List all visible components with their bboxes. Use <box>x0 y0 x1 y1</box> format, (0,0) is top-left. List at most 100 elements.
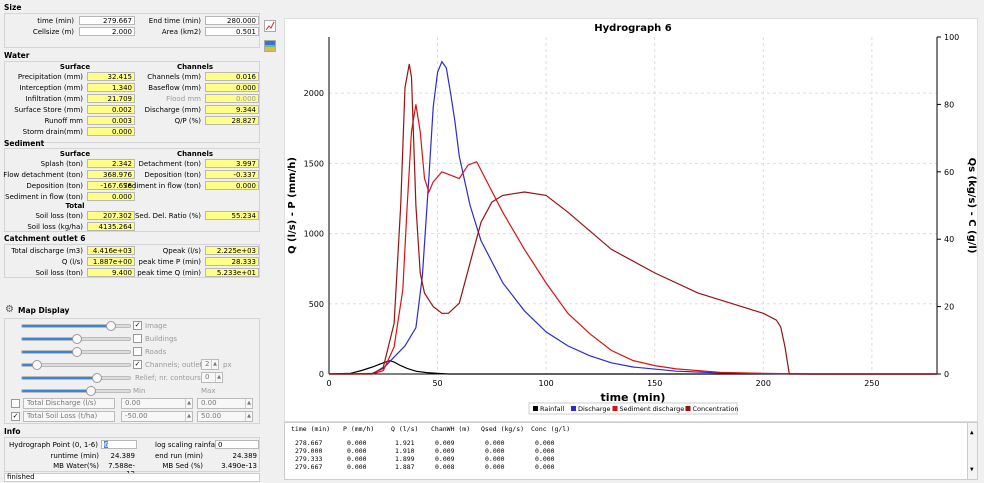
relief-spinbox[interactable]: 0 ▲ <box>201 372 223 383</box>
total-soil-loss-checkbox[interactable]: ✓ <box>11 412 20 421</box>
sediment-header: Sediment <box>4 139 45 148</box>
infiltration-label: Infiltration (mm) <box>25 95 83 103</box>
q-ls-label: Q (l/s) <box>61 258 83 266</box>
roads-slider[interactable] <box>21 347 131 357</box>
roads-checkbox[interactable] <box>133 347 142 356</box>
soil-loss-ton-value: 207.302 <box>87 211 135 220</box>
row2-max-input[interactable]: 50.00 ▲ <box>197 411 253 422</box>
plot-icon[interactable] <box>264 20 276 32</box>
x-tick-label: 150 <box>647 379 662 388</box>
runtime-value: 24.389 <box>110 452 136 460</box>
image-slider[interactable] <box>21 321 131 331</box>
channels-checkbox[interactable]: ✓ <box>133 360 142 369</box>
end-time-label: End time (min) <box>148 17 201 25</box>
channels-slider[interactable] <box>21 360 131 370</box>
buildings-slider[interactable] <box>21 334 131 344</box>
channels-spinbox[interactable]: 2 ▲ <box>201 359 219 370</box>
row1-min-input[interactable]: 0.00 ▲ <box>121 398 193 409</box>
soil-loss-ton-label: Soil loss (ton) <box>35 212 83 220</box>
table-header-cell: time (min) <box>291 425 331 433</box>
water-group: Surface Channels Precipitation (mm) 32.4… <box>4 61 260 143</box>
discharge-mm-label: Discharge (mm) <box>144 106 201 114</box>
max-label: Max <box>201 387 216 395</box>
discharge-mm-value: 9.344 <box>205 105 259 114</box>
y2-tick-label: 0 <box>944 370 949 379</box>
outlet-group: Total discharge (m3) 4.416e+03 Qpeak (l/… <box>4 244 260 278</box>
sediment-group: Surface Channels Splash (ton) 2.342 Deta… <box>3 148 260 232</box>
table-cell: 0.009 <box>435 447 455 455</box>
table-cell: 0.000 <box>485 439 505 447</box>
relief-label: Relief; nr. contours: <box>135 374 204 382</box>
table-header-cell: P (mm/h) <box>343 425 375 433</box>
x-tick-label: 0 <box>326 379 331 388</box>
buildings-checkbox[interactable] <box>133 334 142 343</box>
legend-entry: Discharge <box>578 405 611 413</box>
table-cell: 1.921 <box>395 439 415 447</box>
total-discharge-checkbox[interactable] <box>11 399 20 408</box>
map-icon[interactable] <box>264 40 276 52</box>
y-tick-label: 2000 <box>304 89 324 98</box>
sdr-value: 55.234 <box>205 211 259 220</box>
image-label: Image <box>145 322 167 330</box>
total-discharge-select[interactable]: Total Discharge (l/s) <box>23 398 115 409</box>
hydrograph-point-input[interactable]: 6 <box>101 440 137 449</box>
deposition-label: Deposition (ton) <box>26 182 83 190</box>
mb-water-label: MB Water(%) <box>53 462 99 470</box>
channels-mm-label: Channels (mm) <box>147 73 201 81</box>
sed-in-flow-value: 0.000 <box>87 192 135 201</box>
table-scrollbar[interactable]: ▲ ▼ <box>967 423 977 479</box>
hydrograph-table[interactable]: time (min) P (mm/h) Q (l/s) ChanWH (m) Qsed … <box>284 422 978 480</box>
table-cell: 1.910 <box>395 447 415 455</box>
scroll-down-icon[interactable]: ▼ <box>970 466 974 473</box>
table-cell: 0.000 <box>535 463 555 471</box>
gear-icon[interactable]: ⚙ <box>5 304 14 315</box>
relief-slider[interactable] <box>21 373 131 383</box>
y2-tick-label: 20 <box>944 303 954 312</box>
row1-max-input[interactable]: 0.00 ▲ <box>197 398 253 409</box>
log-scaling-input[interactable]: 0 <box>215 440 259 449</box>
row2-max-value: 50.00 <box>201 412 222 420</box>
cellsize-label: Cellsize (m) <box>32 28 74 36</box>
baseflow-value: 0.000 <box>205 83 259 92</box>
table-header-cell: Q (l/s) <box>391 425 419 433</box>
area-label: Area (km2) <box>161 28 201 36</box>
legend-swatch <box>533 406 538 411</box>
time-value: 279.667 <box>79 16 135 25</box>
row2-min-input[interactable]: -50.00 ▲ <box>121 411 193 422</box>
legend-entry: Concentration <box>693 405 739 413</box>
peak-time-p-value: 28.333 <box>205 257 259 266</box>
x-axis-label: time (min) <box>601 391 666 404</box>
y2-tick-label: 80 <box>944 100 954 109</box>
px-label: px <box>223 361 232 369</box>
table-cell: 0.000 <box>347 439 367 447</box>
min-slider[interactable] <box>21 386 131 396</box>
water-channels-header: Channels <box>176 63 214 71</box>
end-run-value: 24.389 <box>232 452 258 460</box>
chan-sed-in-flow-label: Sediment in flow (ton) <box>123 182 201 190</box>
outlet-header: Catchment outlet 6 <box>4 234 86 243</box>
table-cell: 0.000 <box>535 439 555 447</box>
table-cell: 0.008 <box>435 463 455 471</box>
chan-deposition-label: Deposition (ton) <box>144 171 201 179</box>
table-cell: 1.899 <box>395 455 415 463</box>
table-header-cell: Conc (g/l) <box>531 425 571 433</box>
qpeak-label: Qpeak (l/s) <box>162 247 201 255</box>
channels-mm-value: 0.016 <box>205 72 259 81</box>
scroll-up-icon[interactable]: ▲ <box>970 429 974 436</box>
water-header: Water <box>4 51 30 60</box>
legend-entry: Rainfall <box>540 405 564 413</box>
size-group: time (min) 279.667 End time (min) 280.00… <box>4 13 260 48</box>
y-tick-label: 500 <box>309 300 324 309</box>
row2-min-value: -50.00 <box>125 412 148 420</box>
total-soil-loss-select[interactable]: Total Soil Loss (t/ha) <box>23 411 115 422</box>
cellsize-value: 2.000 <box>79 27 135 36</box>
mb-sed-label: MB Sed (%) <box>162 462 203 470</box>
table-cell: 0.000 <box>347 447 367 455</box>
qp-label: Q/P (%) <box>174 117 201 125</box>
roads-label: Roads <box>145 348 167 356</box>
end-time-value: 280.000 <box>205 16 259 25</box>
image-checkbox[interactable]: ✓ <box>133 321 142 330</box>
y-tick-label: 1000 <box>304 230 324 239</box>
flow-detachment-value: 368.976 <box>87 170 135 179</box>
table-cell: 0.000 <box>347 455 367 463</box>
